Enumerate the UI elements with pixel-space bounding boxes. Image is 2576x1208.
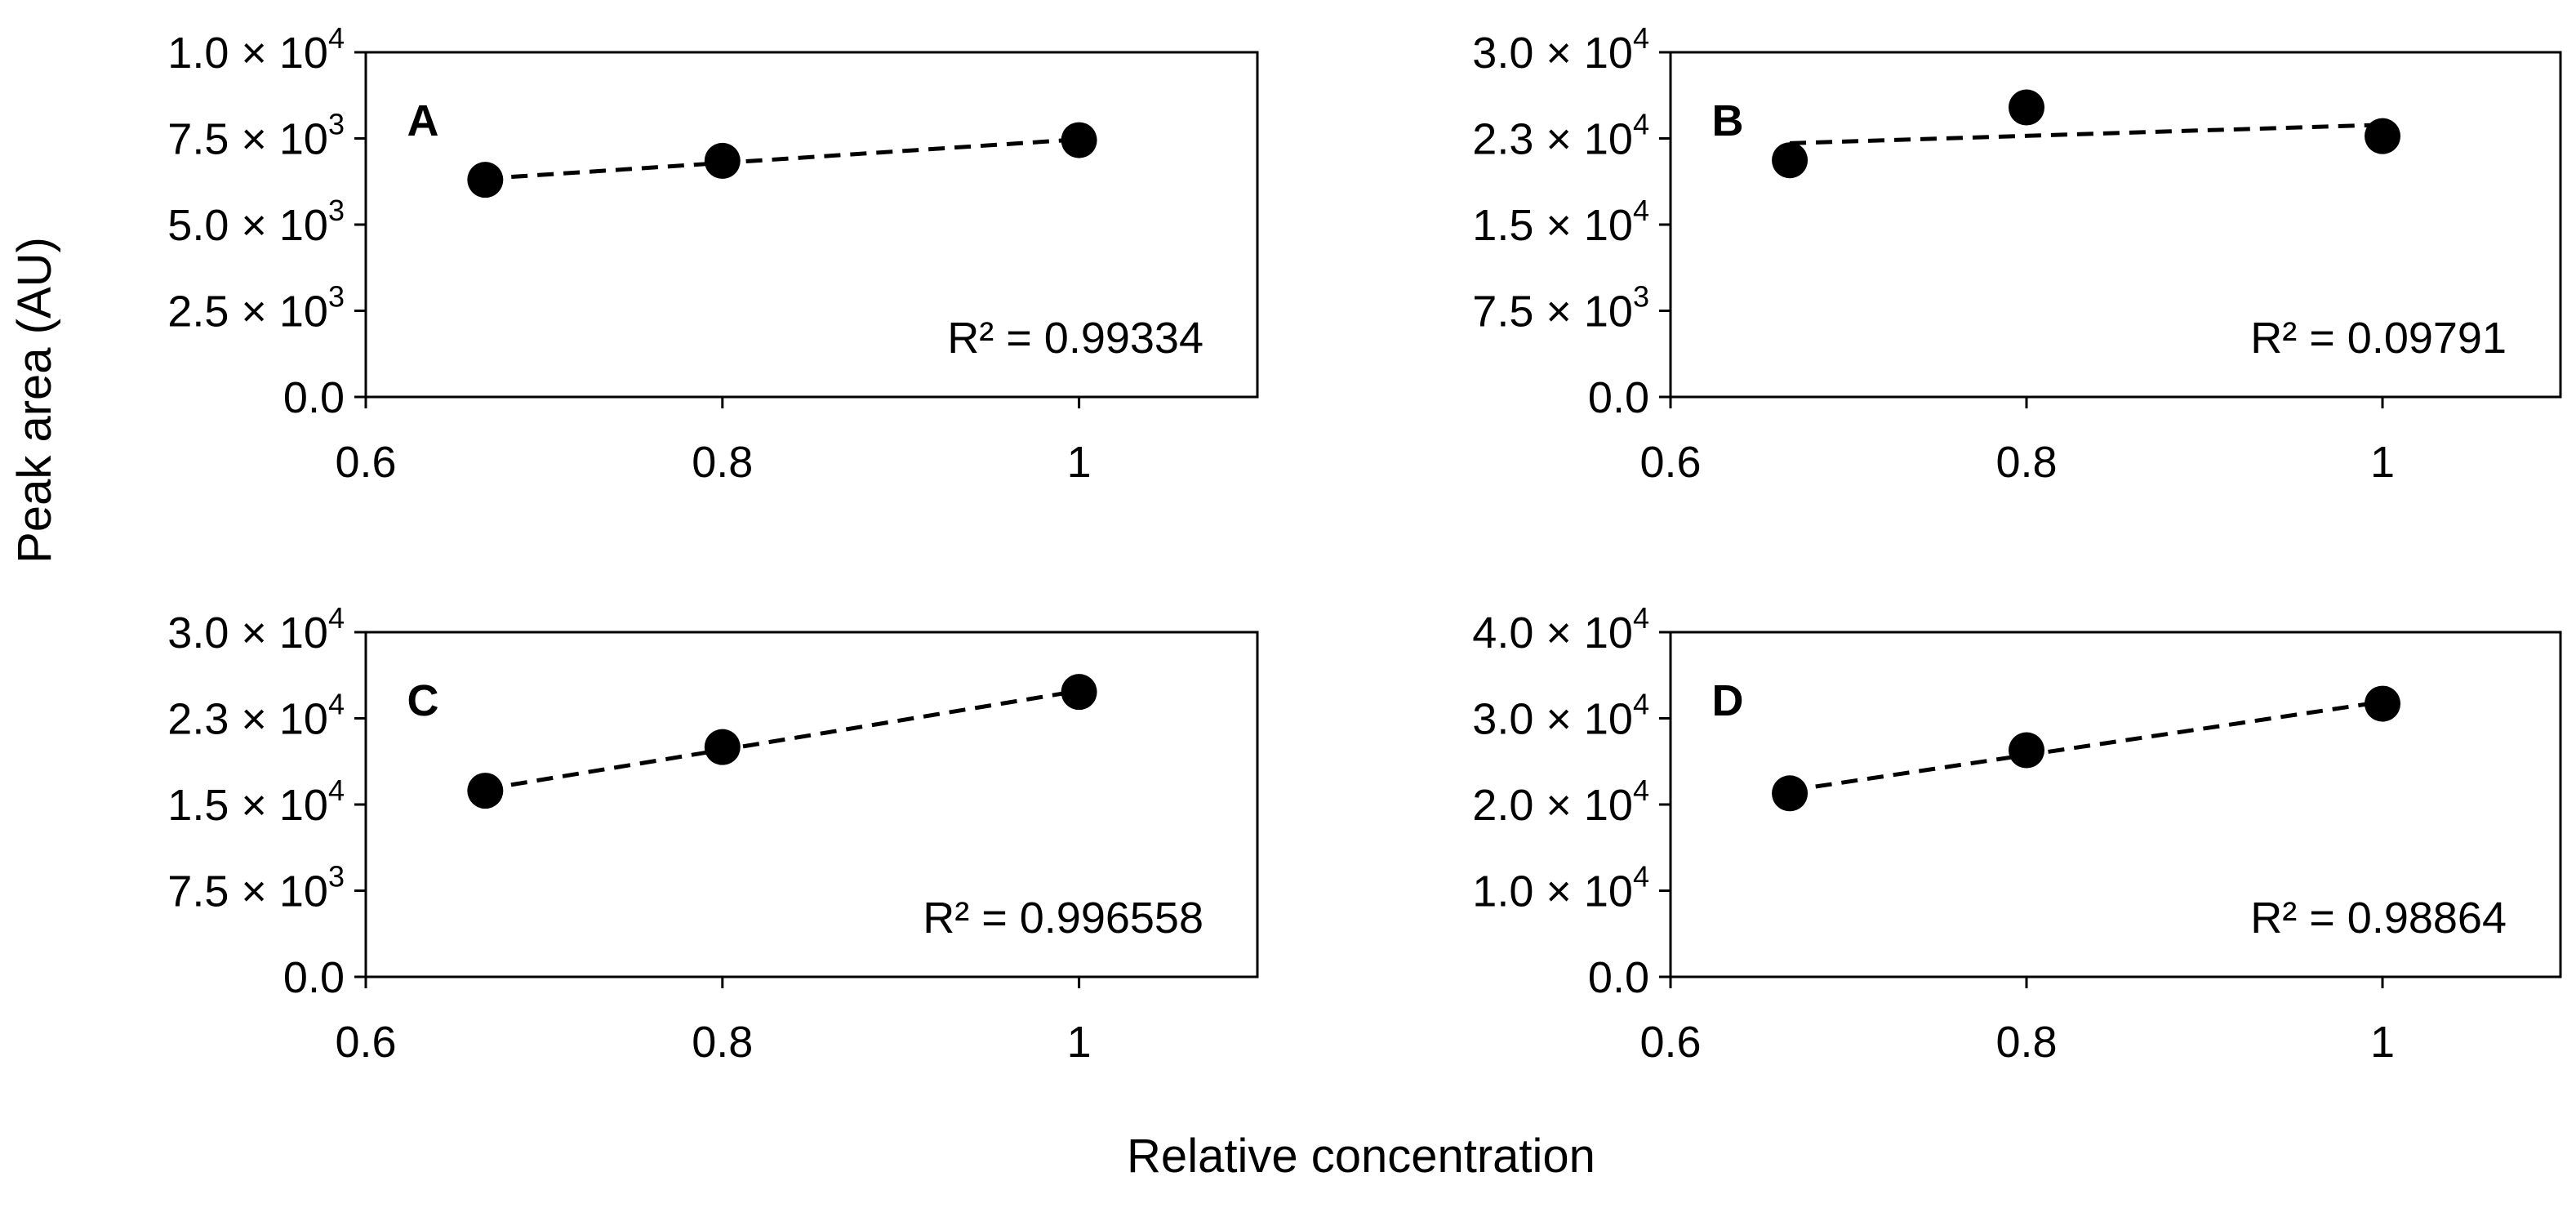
x-tick-label: 0.8 — [1995, 1018, 2057, 1067]
y-tick-label: 3.0 × 104 — [1472, 21, 1649, 78]
y-tick-exponent: 4 — [1633, 194, 1649, 227]
x-tick-label: 1 — [2370, 1018, 2395, 1067]
data-point — [1772, 142, 1809, 179]
y-tick-label: 2.3 × 104 — [167, 688, 345, 744]
y-tick-label: 2.3 × 104 — [1472, 108, 1649, 164]
panel-a: 0.0 2.5 × 103 5.0 × 103 7.5 × 103 1.0 × 104 0… — [167, 21, 1259, 487]
trendline — [484, 689, 1080, 791]
trendline — [485, 137, 1079, 181]
y-tick-exponent: 3 — [328, 860, 345, 894]
y-tick-label: 0.0 — [283, 373, 345, 422]
y-tick-exponent: 4 — [328, 688, 345, 721]
data-point — [467, 162, 504, 198]
y-axis-title: Peak area (AU) — [8, 237, 61, 564]
trendline — [1789, 699, 2383, 793]
x-axis-title: Relative concentration — [1127, 1130, 1595, 1183]
y-tick-exponent: 4 — [328, 601, 345, 635]
r-squared-label: R² = 0.996558 — [923, 894, 1203, 943]
y-tick-exponent: 4 — [328, 773, 345, 807]
x-tick-label: 1 — [2370, 438, 2395, 487]
y-tick-label: 7.5 × 103 — [1472, 280, 1649, 337]
panel-b: 0.0 7.5 × 103 1.5 × 104 2.3 × 104 3.0 × 104 0… — [1472, 21, 2562, 487]
data-point — [2365, 118, 2400, 154]
y-tick-exponent: 3 — [328, 194, 345, 227]
r-squared-label: R² = 0.98864 — [2250, 894, 2507, 943]
y-tick-exponent: 3 — [328, 108, 345, 141]
data-point — [2009, 89, 2044, 126]
x-tick-label: 0.8 — [692, 438, 753, 487]
x-tick-label: 1 — [1067, 438, 1092, 487]
data-point — [704, 729, 741, 765]
y-tick-exponent: 4 — [1633, 860, 1649, 894]
y-tick-label: 1.0 × 104 — [1472, 860, 1649, 916]
y-tick-label: 1.5 × 104 — [167, 773, 345, 830]
y-tick-label: 0.0 — [1588, 953, 1649, 1002]
y-tick-exponent: 4 — [1633, 21, 1649, 55]
data-point — [704, 142, 741, 179]
y-tick-label: 2.5 × 103 — [167, 280, 345, 337]
data-point — [2009, 732, 2044, 769]
y-tick-label: 0.0 — [1588, 373, 1649, 422]
y-tick-exponent: 3 — [328, 280, 345, 314]
y-tick-exponent: 4 — [1633, 108, 1649, 141]
y-tick-label: 7.5 × 103 — [167, 860, 345, 916]
data-point — [467, 773, 504, 809]
x-tick-label: 0.8 — [1995, 438, 2057, 487]
y-tick-exponent: 4 — [328, 21, 345, 55]
y-tick-label: 0.0 — [283, 953, 345, 1002]
panel-label: C — [407, 676, 439, 725]
y-tick-label: 4.0 × 104 — [1472, 601, 1649, 657]
y-tick-label: 1.0 × 104 — [167, 21, 345, 78]
panel-label: B — [1712, 96, 1744, 145]
panel-c: 0.0 7.5 × 103 1.5 × 104 2.3 × 104 3.0 × 104 0… — [167, 601, 1259, 1067]
panel-label: A — [407, 96, 439, 145]
data-point — [1061, 674, 1097, 711]
r-squared-label: R² = 0.99334 — [947, 314, 1203, 363]
x-tick-label: 1 — [1067, 1018, 1092, 1067]
y-tick-exponent: 4 — [1633, 773, 1649, 807]
data-point — [2365, 685, 2400, 722]
y-tick-label: 2.0 × 104 — [1472, 773, 1649, 830]
y-tick-label: 3.0 × 104 — [1472, 688, 1649, 744]
x-tick-label: 0.8 — [692, 1018, 753, 1067]
x-tick-label: 0.6 — [335, 438, 396, 487]
x-tick-label: 0.6 — [1639, 1018, 1701, 1067]
y-tick-label: 3.0 × 104 — [167, 601, 345, 657]
r-squared-label: R² = 0.09791 — [2250, 314, 2507, 363]
data-point — [1061, 122, 1097, 158]
y-tick-exponent: 3 — [1633, 280, 1649, 314]
panel-label: D — [1712, 676, 1744, 725]
y-tick-exponent: 4 — [1633, 688, 1649, 721]
y-tick-label: 1.5 × 104 — [1472, 194, 1649, 250]
y-tick-label: 7.5 × 103 — [167, 108, 345, 164]
x-tick-label: 0.6 — [1639, 438, 1701, 487]
x-tick-label: 0.6 — [335, 1018, 396, 1067]
trendline — [1789, 123, 2383, 145]
data-point — [1772, 775, 1809, 812]
y-tick-exponent: 4 — [1633, 601, 1649, 635]
y-tick-label: 5.0 × 103 — [167, 194, 345, 250]
panel-d: 0.0 1.0 × 104 2.0 × 104 3.0 × 104 4.0 × 104 0… — [1472, 601, 2562, 1067]
